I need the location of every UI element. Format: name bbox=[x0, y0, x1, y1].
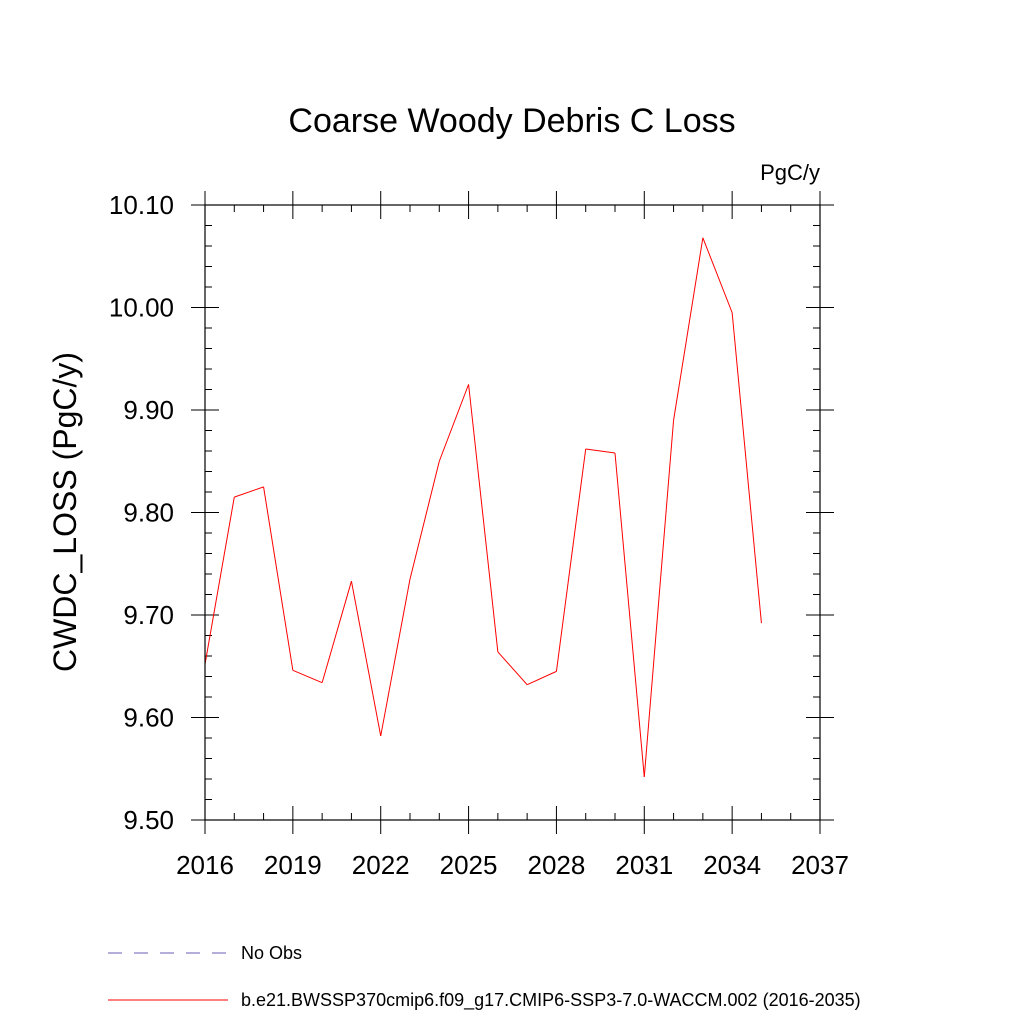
legend-label-no-obs: No Obs bbox=[241, 943, 302, 963]
x-tick-label: 2022 bbox=[352, 850, 410, 880]
series-0-segment bbox=[409, 461, 440, 580]
y-tick-label: 9.70 bbox=[123, 600, 174, 630]
y-tick-label: 10.10 bbox=[109, 190, 174, 220]
series-0-segment bbox=[204, 497, 235, 665]
series-0-segment bbox=[643, 420, 675, 777]
x-tick-label: 2025 bbox=[440, 850, 498, 880]
series-0-segment bbox=[497, 651, 528, 686]
y-tick-label: 10.00 bbox=[109, 293, 174, 323]
x-tick-label: 2034 bbox=[703, 850, 761, 880]
series-0-segment bbox=[234, 486, 264, 498]
y-tick-label: 9.50 bbox=[123, 805, 174, 835]
y-tick-label: 9.60 bbox=[123, 703, 174, 733]
y-axis-label: CWDC_LOSS (PgC/y) bbox=[47, 352, 83, 672]
units-label: PgC/y bbox=[760, 160, 820, 185]
x-tick-label: 2019 bbox=[264, 850, 322, 880]
ticks-layer: 2016 2019 2022 2025 2028 2031 2034 2037 9.50 9.60… bbox=[109, 190, 849, 880]
series-0-segment bbox=[263, 486, 294, 671]
series-0-segment bbox=[292, 669, 323, 684]
y-tick-label: 9.80 bbox=[123, 498, 174, 528]
series-0-segment bbox=[731, 312, 762, 624]
legend-label-model: b.e21.BWSSP370cmip6.f09_g17.CMIP6-SSP3-7… bbox=[241, 990, 861, 1011]
x-tick-label: 2028 bbox=[528, 850, 586, 880]
y-tick-label: 9.90 bbox=[123, 395, 174, 425]
series-layer bbox=[204, 237, 762, 777]
series-0-segment bbox=[350, 581, 382, 737]
series-0-segment bbox=[526, 670, 557, 686]
x-tick-label: 2037 bbox=[791, 850, 849, 880]
series-0-segment bbox=[555, 448, 587, 672]
plot-frame bbox=[204, 204, 821, 821]
series-0-segment bbox=[585, 448, 616, 454]
x-tick-label: 2031 bbox=[615, 850, 673, 880]
series-0-segment bbox=[321, 581, 352, 683]
series-0-segment bbox=[468, 384, 499, 652]
series-0-segment bbox=[438, 384, 470, 462]
series-0-segment bbox=[702, 237, 733, 313]
chart-title: Coarse Woody Debris C Loss bbox=[288, 102, 735, 140]
series-0-segment bbox=[673, 237, 704, 421]
x-tick-label: 2016 bbox=[176, 850, 234, 880]
series-0-segment bbox=[380, 579, 411, 737]
series-0-segment bbox=[614, 453, 645, 777]
